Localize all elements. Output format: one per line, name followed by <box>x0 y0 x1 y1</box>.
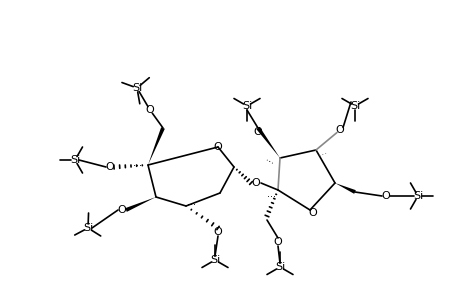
Text: O: O <box>213 227 222 237</box>
Text: O: O <box>213 142 222 152</box>
Text: Si: Si <box>132 83 142 93</box>
Text: Si: Si <box>412 191 422 201</box>
Text: ...: ... <box>187 197 196 207</box>
Text: O: O <box>251 178 260 188</box>
Text: O: O <box>146 105 154 115</box>
Text: Si: Si <box>274 262 285 272</box>
Text: ...: ... <box>263 153 276 167</box>
Text: O: O <box>381 191 390 201</box>
Text: O: O <box>273 237 282 247</box>
Text: Si: Si <box>70 155 80 165</box>
Text: O: O <box>335 125 344 135</box>
Text: Si: Si <box>241 101 252 111</box>
Text: ...: ... <box>315 146 327 158</box>
Text: O: O <box>118 205 126 215</box>
Text: ...: ... <box>267 189 276 199</box>
Polygon shape <box>125 197 156 212</box>
Text: O: O <box>308 208 317 218</box>
Polygon shape <box>256 127 280 158</box>
Text: Si: Si <box>349 101 359 111</box>
Text: ...: ... <box>133 158 142 168</box>
Text: O: O <box>253 127 262 137</box>
Polygon shape <box>334 183 355 194</box>
Text: Si: Si <box>83 223 93 233</box>
Polygon shape <box>148 127 164 165</box>
Text: O: O <box>106 162 114 172</box>
Text: Si: Si <box>209 255 220 265</box>
